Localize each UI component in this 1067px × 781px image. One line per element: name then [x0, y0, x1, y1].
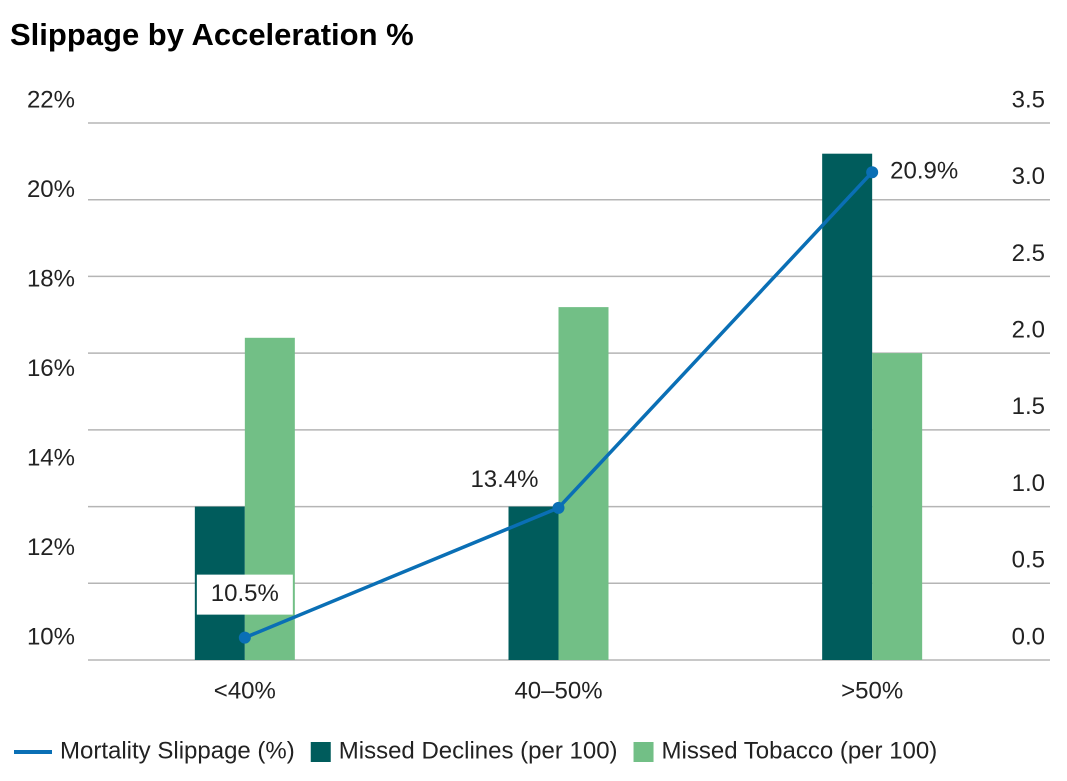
y2-tick-label: 1.5 — [1012, 393, 1045, 420]
y2-tick-label: 0.5 — [1012, 547, 1045, 574]
x-tick-label: 40–50% — [514, 677, 602, 704]
y-tick-label: 20% — [27, 176, 75, 203]
point — [238, 631, 251, 644]
y-tick-label: 14% — [27, 444, 75, 471]
x-tick-label: <40% — [214, 677, 276, 704]
y-tick-label: 22% — [27, 86, 75, 113]
y2-tick-label: 0.0 — [1012, 623, 1045, 650]
point — [552, 501, 565, 514]
legend-label: Missed Tobacco (per 100) — [662, 737, 938, 764]
y2-tick-label: 2.5 — [1012, 240, 1045, 267]
legend-label: Mortality Slippage (%) — [60, 737, 295, 764]
y-tick-label: 10% — [27, 623, 75, 650]
y2-tick-label: 2.0 — [1012, 316, 1045, 343]
legend-label: Missed Declines (per 100) — [339, 737, 618, 764]
point — [866, 166, 879, 179]
data-label: 20.9% — [890, 158, 958, 185]
label-box — [196, 574, 293, 615]
y2-tick-label: 3.0 — [1012, 163, 1045, 190]
data-label: 10.5% — [211, 580, 279, 607]
y2-tick-label: 1.0 — [1012, 470, 1045, 497]
bar — [822, 153, 873, 660]
y-tick-label: 12% — [27, 534, 75, 561]
y-tick-label: 16% — [27, 355, 75, 382]
chart-title: Slippage by Acceleration % — [10, 17, 414, 52]
legend-swatch — [310, 742, 331, 762]
legend-swatch — [633, 742, 654, 762]
bar — [872, 353, 923, 660]
y-tick-label: 18% — [27, 265, 75, 292]
y2-tick-label: 3.5 — [1012, 86, 1045, 113]
x-tick-label: >50% — [841, 677, 903, 704]
data-label: 13.4% — [470, 466, 538, 493]
bar — [508, 506, 559, 660]
